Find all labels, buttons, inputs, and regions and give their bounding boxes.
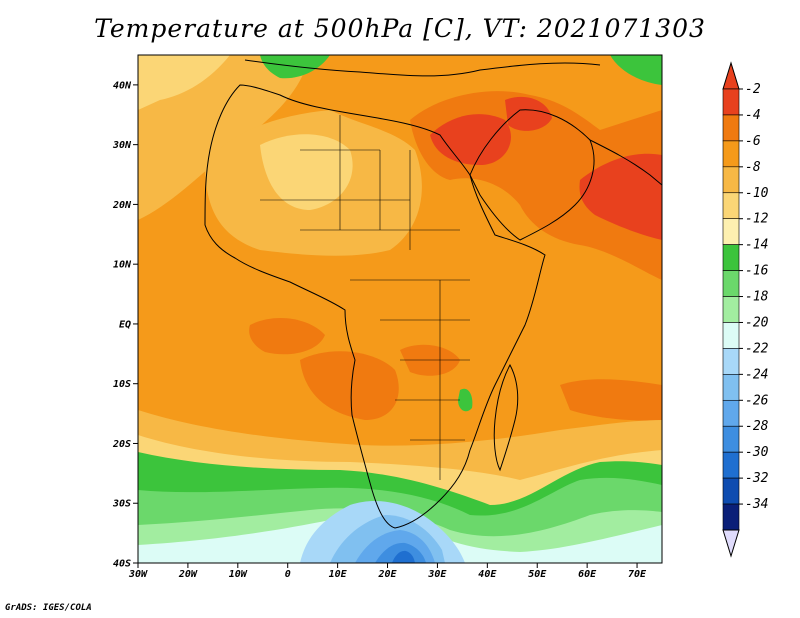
colorbar: -2 -4 -6 -8 -10 -12 -14 -16 -18 -20 -22 -24 -26 -28 -3… xyxy=(722,61,769,558)
colorbar-swatch xyxy=(722,296,740,323)
persia-coast xyxy=(589,139,662,186)
lon-tick-label: 60E xyxy=(578,569,597,580)
field-cool-nw xyxy=(138,55,310,220)
colorbar-label: -22 xyxy=(745,341,769,356)
colorbar-swatch xyxy=(722,503,740,531)
field-warm-indian xyxy=(560,379,662,421)
temperature-field xyxy=(138,55,662,563)
field-warm-gulf xyxy=(249,317,325,355)
colorbar-label: -4 xyxy=(745,108,761,123)
colorbar-swatch xyxy=(722,399,740,427)
lat-tick-label: 40S xyxy=(113,559,131,570)
colorbar-swatch xyxy=(722,244,740,271)
lon-tick-label: 30W xyxy=(128,569,148,580)
colorbar-label: -34 xyxy=(745,497,768,512)
field-hot-india xyxy=(579,153,662,240)
lon-tick-label: 70E xyxy=(628,569,647,580)
field-warm-angola xyxy=(300,351,399,420)
colorbar-swatch xyxy=(722,140,740,168)
colorbar-label: -14 xyxy=(745,238,768,253)
lat-tick-label: 40N xyxy=(113,80,132,91)
colorbar-swatch xyxy=(722,348,740,375)
colorbar-swatch xyxy=(722,322,740,349)
lon-tick-label: 10E xyxy=(329,569,348,580)
chart-title: Temperature at 500hPa [C], VT: 202107130… xyxy=(94,14,706,43)
lon-tick-label: 20W xyxy=(178,569,198,580)
longitude-axis: 30W 20W 10W 0 10E 20E 30E 40E 50E 60E 70E xyxy=(128,563,647,580)
lat-tick-label: 20N xyxy=(112,200,132,211)
colorbar-swatch xyxy=(722,218,740,245)
colorbar-swatch xyxy=(722,374,740,401)
credit-label: GrADS: IGES/COLA xyxy=(5,603,92,613)
colorbar-swatch xyxy=(722,477,740,505)
lat-tick-label: EQ xyxy=(119,319,131,330)
colorbar-label: -16 xyxy=(745,264,769,279)
field-sahara-10 xyxy=(260,134,353,210)
colorbar-bottom-arrow xyxy=(722,529,740,558)
colorbar-swatch xyxy=(722,114,740,142)
country-borders xyxy=(260,115,470,480)
colorbar-swatch xyxy=(722,192,740,220)
europe-coast xyxy=(244,59,601,77)
colorbar-label: -18 xyxy=(745,290,769,305)
colorbar-swatch xyxy=(722,166,740,194)
lon-tick-label: 30E xyxy=(427,569,447,580)
colorbar-label: -24 xyxy=(745,367,768,382)
field-ne-green xyxy=(610,55,662,85)
lon-tick-label: 20E xyxy=(377,569,397,580)
field-south-30 xyxy=(392,550,415,563)
lat-tick-label: 10S xyxy=(113,379,131,390)
lon-tick-label: 40E xyxy=(478,569,497,580)
colorbar-label: -12 xyxy=(745,212,769,227)
colorbar-swatch xyxy=(722,425,740,453)
madagascar-coast xyxy=(493,363,519,472)
coastlines xyxy=(204,59,662,529)
colorbar-label: -20 xyxy=(745,315,769,330)
colorbar-label: -28 xyxy=(745,419,769,434)
lat-tick-label: 30N xyxy=(112,140,132,151)
field-cooler-nw xyxy=(138,55,230,110)
colorbar-label: -10 xyxy=(745,186,769,201)
colorbar-label: -30 xyxy=(745,445,769,460)
colorbar-label: -8 xyxy=(745,160,761,175)
colorbar-swatch xyxy=(722,88,740,116)
lat-tick-label: 20S xyxy=(112,439,131,450)
map-frame xyxy=(137,54,663,564)
africa-coast xyxy=(204,84,546,529)
field-lake-green xyxy=(458,388,473,412)
colorbar-swatch xyxy=(722,270,740,297)
lon-tick-label: 50E xyxy=(528,569,547,580)
lat-tick-label: 30S xyxy=(112,499,131,510)
latitude-axis: 40N 30N 20N 10N EQ 10S 20S 30S 40S xyxy=(112,80,138,570)
field-hot-levant xyxy=(430,114,511,165)
colorbar-label: -32 xyxy=(745,471,769,486)
colorbar-label: -6 xyxy=(745,134,761,149)
lon-tick-label: 0 xyxy=(285,569,291,580)
arabia-coast xyxy=(469,109,595,241)
colorbar-label: -2 xyxy=(745,82,761,97)
field-hot-iran xyxy=(505,96,552,131)
colorbar-top-arrow xyxy=(722,61,740,90)
colorbar-label: -26 xyxy=(745,393,769,408)
lat-tick-label: 10N xyxy=(113,260,132,271)
lon-tick-label: 10W xyxy=(229,569,248,580)
colorbar-swatch xyxy=(722,451,740,479)
